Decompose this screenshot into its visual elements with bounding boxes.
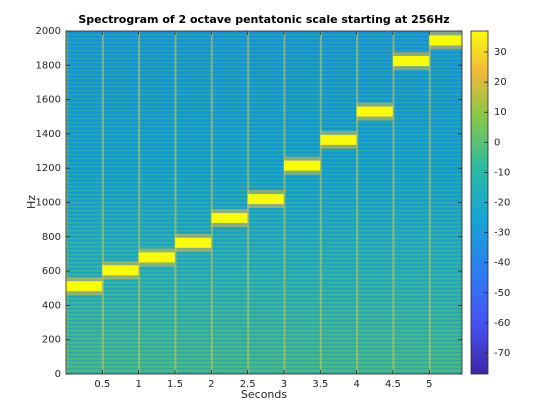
y-tick-label: 1600 [36, 95, 61, 106]
x-tick-label: 3 [281, 379, 287, 390]
colorbar-tick-label: -50 [494, 288, 510, 299]
colorbar-tick-label: -30 [494, 228, 510, 239]
y-tick-label: 600 [42, 266, 61, 277]
colorbar-tick-label: 10 [494, 107, 507, 118]
colorbar-tick-label: -20 [494, 198, 510, 209]
x-tick-label: 5 [426, 379, 432, 390]
colorbar-tick-label: -10 [494, 167, 510, 178]
x-tick-label: 1.5 [167, 379, 183, 390]
y-tick-label: 400 [42, 300, 61, 311]
colorbar-tick-label: -60 [494, 318, 510, 329]
tone [320, 134, 357, 145]
y-tick-label: 2000 [36, 26, 61, 37]
chart-title: Spectrogram of 2 octave pentatonic scale… [78, 13, 449, 26]
x-tick-label: 0.5 [94, 379, 110, 390]
tone [429, 35, 462, 46]
colorbar-tick-label: 20 [494, 77, 507, 88]
tone [247, 194, 284, 205]
y-tick-label: 0 [55, 369, 61, 380]
x-tick-label: 2 [208, 379, 214, 390]
y-axis-label: Hz [25, 195, 38, 209]
colorbar-tick-label: 0 [494, 137, 500, 148]
y-tick-label: 800 [42, 232, 61, 243]
x-tick-label: 4 [353, 379, 359, 390]
tone [66, 281, 103, 292]
x-tick-label: 4.5 [385, 379, 401, 390]
tone [283, 160, 321, 171]
y-tick-label: 1200 [36, 163, 61, 174]
colorbar-tick-label: 30 [494, 47, 507, 58]
tone [392, 56, 430, 67]
colorbar-tick-label: -40 [494, 258, 510, 269]
tone [211, 212, 248, 223]
tone [138, 252, 175, 263]
y-tick-label: 1400 [36, 129, 61, 140]
x-axis-label: Seconds [241, 388, 287, 401]
tone [174, 237, 212, 248]
y-tick-label: 200 [42, 335, 61, 346]
x-tick-label: 3.5 [312, 379, 328, 390]
colorbar-tick-label: -70 [494, 348, 510, 359]
x-tick-label: 1 [135, 379, 141, 390]
tone [102, 265, 139, 276]
x-tick-label: 2.5 [240, 379, 256, 390]
y-tick-label: 1800 [36, 60, 61, 71]
tone [356, 106, 393, 117]
y-tick-label: 1000 [36, 198, 61, 209]
